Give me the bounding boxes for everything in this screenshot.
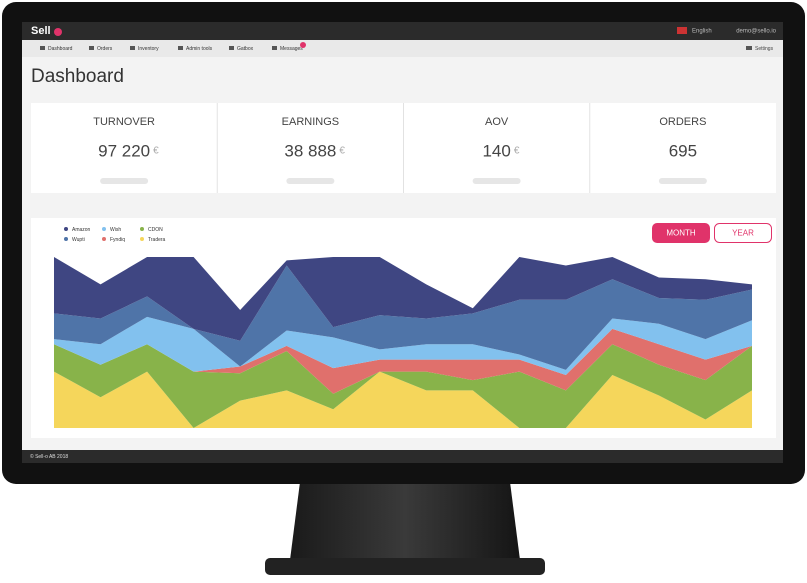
nav-item[interactable]: Admin tools [186,46,213,52]
legend-label: Amazon [72,227,91,233]
nav-icon [89,46,94,50]
nav-icon [40,46,45,50]
nav-icon [130,46,135,50]
legend-label: Wish [110,227,121,233]
card-placeholder [472,178,521,184]
footer-bar [22,450,783,463]
top-bar [22,22,783,40]
card-unit: € [514,146,520,157]
language[interactable]: English [692,29,712,35]
card-placeholder [658,178,707,184]
area [54,371,752,428]
area [54,316,752,375]
card-label: EARNINGS [282,116,339,128]
legend-swatch [140,237,144,241]
card-placeholder [100,178,149,184]
month-button-label[interactable]: MONTH [666,229,696,238]
nav-icon [229,46,234,50]
nav-item[interactable]: Dashboard [48,46,73,52]
nav-item[interactable]: Inventory [138,46,159,52]
card-value: 695 [669,141,697,160]
nav-item[interactable]: Orders [97,46,113,52]
nav: Dashboard Orders Inventory Admin tools Gatbo… [40,46,303,52]
legend-swatch [102,227,106,231]
settings[interactable]: Settings [755,46,774,52]
legend-label: CDON [148,227,163,233]
legend: Tradera CDON Fyndiq Wish Wupti Amazon [64,227,166,243]
card-value: 140 [482,141,510,160]
user-email[interactable]: demo@sello.io [736,29,776,35]
nav-bar [22,40,783,57]
legend-swatch [140,227,144,231]
settings-icon [746,46,752,50]
card-placeholder [286,178,335,184]
area [54,328,752,394]
monitor-base [265,558,545,575]
nav-icon [178,46,183,50]
flag-icon [677,27,687,34]
nav-item[interactable]: Gatbox [237,46,254,52]
logo: Sell [31,25,51,37]
card-unit: € [153,146,159,157]
card-label: TURNOVER [93,116,155,128]
card-label: ORDERS [659,116,706,128]
card-value: 38 888 [284,141,336,160]
legend-swatch [64,237,68,241]
month-button[interactable] [652,223,710,243]
legend-label: Wupti [72,237,85,243]
nav-item[interactable]: Messages [280,46,303,52]
page-title: Dashboard [31,66,124,87]
card-unit: € [339,146,345,157]
plot [54,257,752,428]
area [54,257,752,341]
footer: © Sell-o AB 2018 [30,453,68,460]
message-badge [300,42,306,48]
logo-icon [54,28,62,36]
year-button[interactable] [714,223,772,243]
card-label: AOV [485,116,509,128]
area [54,265,752,370]
legend-swatch [102,237,106,241]
legend-swatch [64,227,68,231]
legend-label: Fyndiq [110,237,125,243]
year-button-label[interactable]: YEAR [732,229,754,238]
monitor-neck [290,482,520,560]
nav-icon [272,46,277,50]
legend-label: Tradera [148,237,166,243]
area [54,344,752,428]
card-value: 97 220 [98,141,150,160]
